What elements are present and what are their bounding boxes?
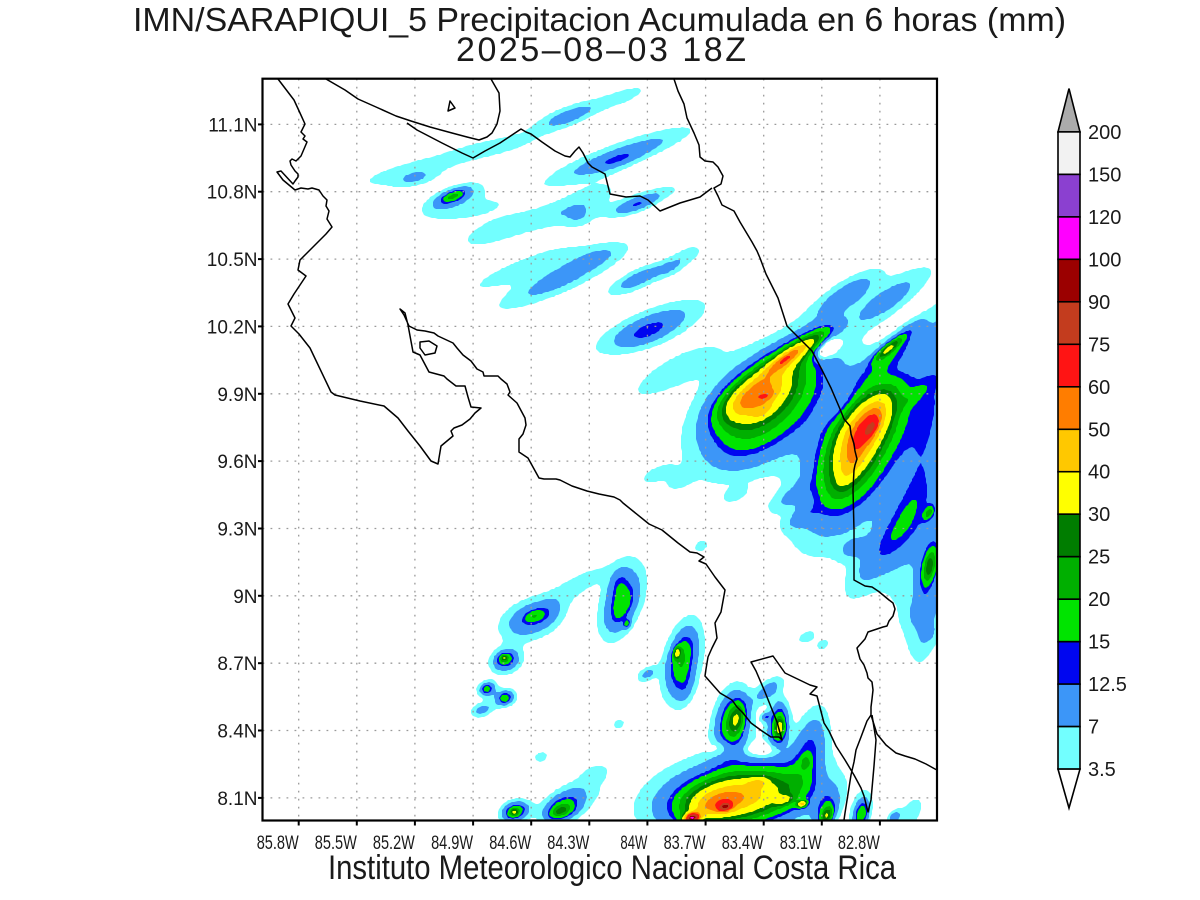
- svg-text:85.5W: 85.5W: [315, 833, 357, 854]
- svg-text:10.8N: 10.8N: [207, 183, 258, 204]
- svg-text:8.7N: 8.7N: [217, 654, 257, 675]
- svg-text:15: 15: [1088, 632, 1110, 654]
- svg-text:83.4W: 83.4W: [722, 833, 764, 854]
- svg-text:9.6N: 9.6N: [217, 452, 257, 473]
- svg-text:83.1W: 83.1W: [780, 833, 822, 854]
- svg-text:12.5: 12.5: [1088, 674, 1127, 696]
- svg-text:8.1N: 8.1N: [217, 789, 257, 810]
- svg-text:11.1N: 11.1N: [208, 115, 257, 136]
- svg-text:75: 75: [1088, 334, 1110, 356]
- svg-text:10.2N: 10.2N: [207, 317, 258, 338]
- svg-text:84.3W: 84.3W: [547, 833, 589, 854]
- svg-text:84W: 84W: [620, 833, 647, 854]
- svg-text:10.5N: 10.5N: [207, 250, 258, 271]
- svg-text:120: 120: [1088, 207, 1121, 229]
- svg-text:85.2W: 85.2W: [373, 833, 415, 854]
- svg-text:7: 7: [1088, 717, 1099, 739]
- svg-text:84.9W: 84.9W: [431, 833, 473, 854]
- svg-text:9.3N: 9.3N: [217, 520, 257, 541]
- svg-text:20: 20: [1088, 589, 1110, 611]
- svg-text:200: 200: [1088, 122, 1121, 144]
- svg-text:Instituto Meteorologico Nacion: Instituto Meteorologico Nacional Costa R…: [328, 849, 896, 887]
- svg-text:100: 100: [1088, 249, 1121, 271]
- svg-text:2025–08–03 18Z: 2025–08–03 18Z: [456, 31, 746, 69]
- svg-text:40: 40: [1088, 462, 1110, 484]
- svg-text:8.4N: 8.4N: [217, 722, 257, 743]
- svg-text:9.9N: 9.9N: [217, 385, 257, 406]
- svg-text:83.7W: 83.7W: [664, 833, 706, 854]
- svg-text:85.8W: 85.8W: [257, 833, 299, 854]
- svg-text:84.6W: 84.6W: [489, 833, 531, 854]
- svg-text:3.5: 3.5: [1088, 759, 1116, 781]
- svg-text:25: 25: [1088, 547, 1110, 569]
- svg-text:9N: 9N: [233, 587, 257, 608]
- svg-text:50: 50: [1088, 419, 1110, 441]
- svg-text:82.8W: 82.8W: [838, 833, 880, 854]
- svg-text:150: 150: [1088, 164, 1121, 186]
- svg-text:30: 30: [1088, 504, 1110, 526]
- svg-text:90: 90: [1088, 292, 1110, 314]
- svg-text:60: 60: [1088, 377, 1110, 399]
- svg-text:IMN/SARAPIQUI_5 Precipitacion: IMN/SARAPIQUI_5 Precipitacion Acumulada …: [133, 1, 1066, 38]
